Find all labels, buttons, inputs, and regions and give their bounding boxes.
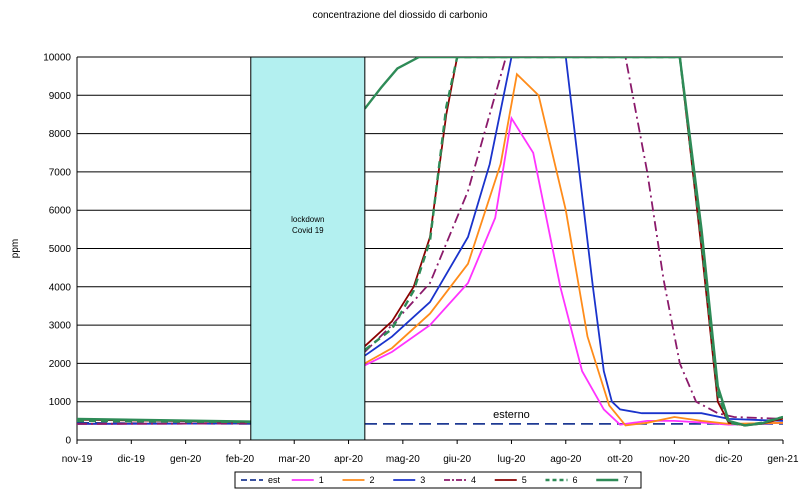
x-tick-apr-20: apr-20 <box>334 454 363 465</box>
chart-title: concentrazione del diossido di carbonio <box>312 10 488 21</box>
esterno-label: esterno <box>493 409 530 421</box>
series-line-1 <box>77 115 783 426</box>
legend-label-4: 4 <box>471 475 476 485</box>
legend: est 1 2 3 4 5 6 7 <box>234 471 642 489</box>
y-axis-label: ppm <box>10 239 21 258</box>
legend-label-6: 6 <box>573 475 578 485</box>
series-line-3 <box>77 57 783 425</box>
x-tick-nov-19: nov-19 <box>62 454 93 465</box>
x-tick-lug-20: lug-20 <box>498 454 526 465</box>
x-tick-ott-20: ott-20 <box>607 454 633 465</box>
y-tick-labels: 0 1000 2000 3000 4000 5000 6000 7000 8000 9000 100… <box>43 53 71 447</box>
lockdown-label-front: lockdown Covid 19 <box>291 215 324 235</box>
lockdown-box-front <box>250 56 366 441</box>
x-tick-giu-20: giu-20 <box>443 454 471 465</box>
y-tick-10000: 10000 <box>43 53 71 64</box>
y-tick-6000: 6000 <box>49 206 72 217</box>
y-tick-3000: 3000 <box>49 321 72 332</box>
y-tick-8000: 8000 <box>49 129 72 140</box>
x-tick-nov-20: nov-20 <box>659 454 690 465</box>
grid-lines <box>76 56 783 441</box>
legend-label-2: 2 <box>370 475 375 485</box>
legend-label-1: 1 <box>319 475 324 485</box>
series-line-6 <box>77 57 783 427</box>
y-tick-7000: 7000 <box>49 167 72 178</box>
series-line-2 <box>77 72 783 427</box>
legend-label-est: est <box>268 475 281 485</box>
series-line-4 <box>77 57 783 425</box>
y-tick-2000: 2000 <box>49 359 72 370</box>
annotations: lockdown Covid 19 esterno <box>250 56 530 441</box>
y-tick-0: 0 <box>65 436 71 447</box>
x-tick-labels: nov-19 dic-19 gen-20 feb-20 mar-20 apr-20 mag-… <box>62 440 799 465</box>
x-tick-mar-20: mar-20 <box>278 454 310 465</box>
x-tick-ago-20: ago-20 <box>550 454 582 465</box>
x-tick-dic-20: dic-20 <box>715 454 743 465</box>
series-line-7 <box>77 57 783 427</box>
series-lines <box>77 57 783 427</box>
x-tick-mag-20: mag-20 <box>386 454 420 465</box>
x-tick-dic-19: dic-19 <box>118 454 146 465</box>
x-tick-gen-20: gen-20 <box>170 454 202 465</box>
x-tick-feb-20: feb-20 <box>226 454 255 465</box>
y-tick-1000: 1000 <box>49 397 72 408</box>
legend-label-5: 5 <box>522 475 527 485</box>
series-line-est <box>77 421 783 425</box>
series-line-5 <box>77 57 783 427</box>
y-tick-9000: 9000 <box>49 91 72 102</box>
legend-box <box>234 471 642 489</box>
legend-label-7: 7 <box>623 475 628 485</box>
x-tick-gen-21: gen-21 <box>767 454 799 465</box>
y-tick-4000: 4000 <box>49 282 72 293</box>
y-tick-5000: 5000 <box>49 244 72 255</box>
legend-label-3: 3 <box>420 475 425 485</box>
